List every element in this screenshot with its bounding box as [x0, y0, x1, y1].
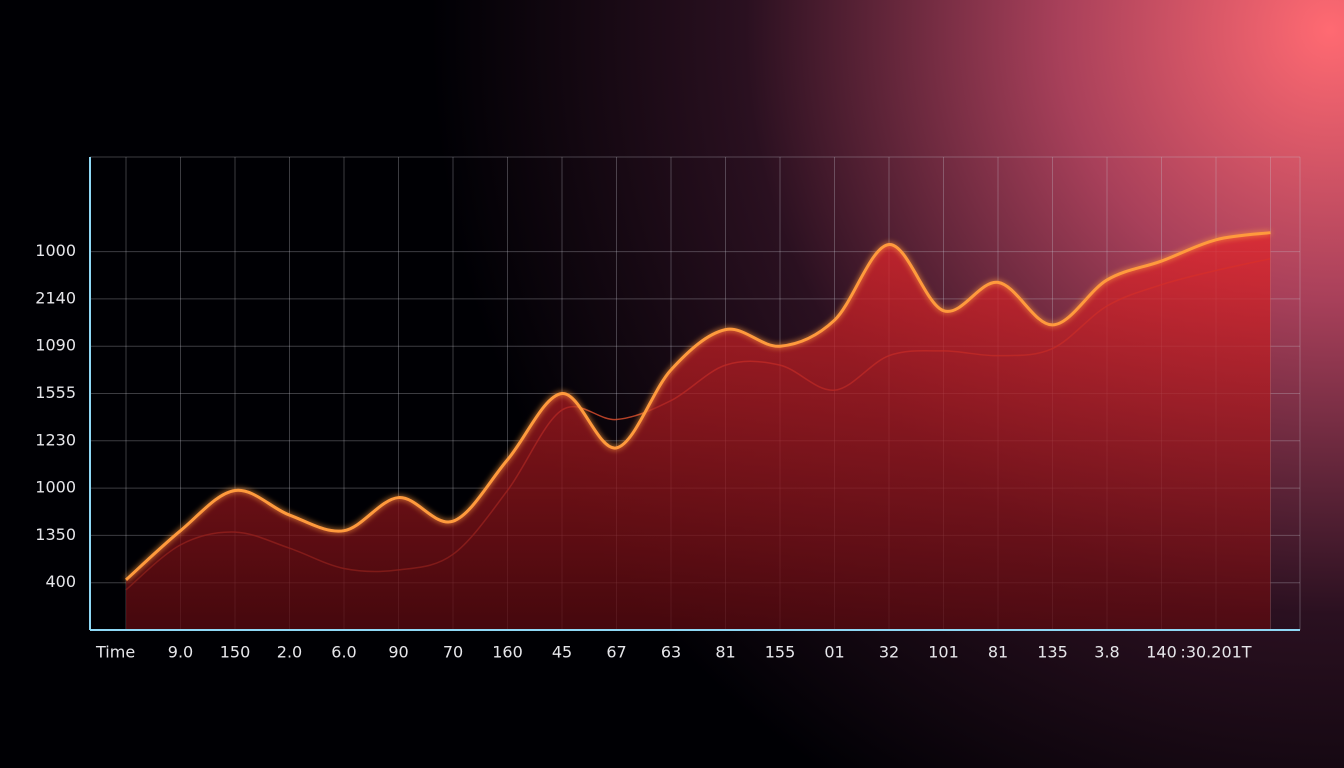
- y-tick-label: 1230: [35, 430, 76, 449]
- x-tick-label: 63: [661, 643, 681, 662]
- x-tick-label: 70: [443, 643, 463, 662]
- x-tick-label: 32: [879, 643, 899, 662]
- line: [124, 231, 1271, 581]
- x-tick-label: 90: [388, 643, 408, 662]
- x-tick-label: 3.8: [1094, 643, 1119, 662]
- x-tick-label: 150: [220, 643, 251, 662]
- area-fill: [126, 232, 1271, 630]
- x-tick-label: :30.201T: [1180, 643, 1251, 662]
- y-tick-label: 1555: [35, 383, 76, 402]
- x-tick-label: 9.0: [168, 643, 193, 662]
- y-tick-label: 1090: [35, 336, 76, 355]
- y-tick-label: 400: [45, 572, 76, 591]
- x-tick-label: 6.0: [331, 643, 356, 662]
- y-tick-label: 1000: [35, 241, 76, 260]
- x-tick-label: 101: [928, 643, 959, 662]
- y-tick-label: 1350: [35, 525, 76, 544]
- x-tick-label: 140: [1146, 643, 1177, 662]
- x-axis-label: Time: [95, 643, 135, 662]
- x-tick-label: 160: [492, 643, 523, 662]
- y-tick-label: 2140: [35, 288, 76, 307]
- x-tick-label: 155: [765, 643, 796, 662]
- y-tick-label: 1000: [35, 478, 76, 497]
- x-tick-label: 135: [1037, 643, 1068, 662]
- plot: [124, 231, 1271, 630]
- x-tick-label: 45: [552, 643, 572, 662]
- x-tick-label: 67: [606, 643, 626, 662]
- x-tick-label: 81: [715, 643, 735, 662]
- x-tick-label: 81: [988, 643, 1008, 662]
- x-tick-label: 01: [824, 643, 844, 662]
- x-tick-label: 2.0: [277, 643, 302, 662]
